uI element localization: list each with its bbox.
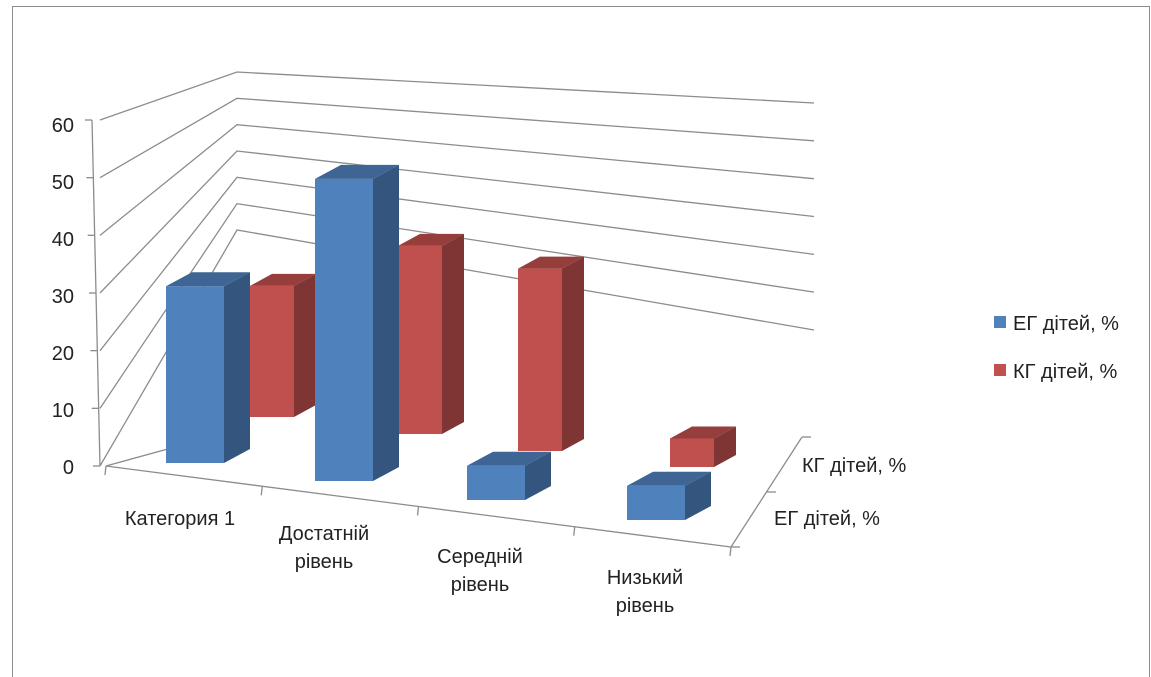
bar-eg	[467, 452, 551, 500]
x-axis-tick	[574, 527, 575, 536]
x-tick-label: Середній рівень	[437, 546, 523, 596]
bar-eg	[166, 272, 250, 463]
gridline	[100, 98, 814, 177]
y-tick-label: 50	[52, 172, 74, 194]
bar-side-face	[562, 257, 584, 451]
bar-eg	[315, 165, 399, 481]
legend: ЕГ дітей, % КГ дітей, %	[994, 313, 1119, 383]
bar-side-face	[294, 274, 316, 417]
bar-side-face	[224, 272, 250, 463]
bar-front-face	[518, 269, 562, 451]
x-axis-tick	[730, 547, 731, 556]
depth-axis-line	[731, 437, 802, 547]
depth-axis-label: КГ дітей, %	[802, 455, 906, 477]
x-tick-label: Достатній рівень	[279, 523, 369, 573]
y-tick-label: 10	[52, 400, 74, 422]
x-axis-tick	[418, 507, 419, 516]
bar-front-face	[315, 179, 373, 481]
bar-kg	[250, 274, 316, 417]
bar-kg	[670, 427, 736, 468]
legend-swatch-kg	[994, 364, 1006, 376]
bar-kg	[398, 234, 464, 434]
bar-front-face	[398, 246, 442, 434]
x-axis-tick	[261, 486, 262, 495]
x-axis-category-labels: Категория 1 Достатній рівень Середній рівень…	[125, 508, 683, 617]
bar-front-face	[250, 286, 294, 417]
bar-front-face	[467, 466, 525, 500]
depth-axis-labels: КГ дітей, % ЕГ дітей, %	[774, 455, 906, 530]
bar-front-face	[627, 486, 685, 520]
gridline	[100, 125, 814, 236]
y-tick-label: 20	[52, 343, 74, 365]
legend-swatch-eg	[994, 316, 1006, 328]
gridline	[100, 72, 814, 120]
bar-front-face	[670, 439, 714, 468]
bar-side-face	[442, 234, 464, 434]
bar-front-face	[166, 286, 224, 463]
x-tick-label: Низький рівень	[607, 567, 683, 617]
depth-axis-label: ЕГ дітей, %	[774, 508, 880, 530]
y-tick-label: 30	[52, 286, 74, 308]
x-axis-tick	[105, 466, 106, 475]
legend-label-kg: КГ дітей, %	[1013, 361, 1117, 383]
y-tick-label: 40	[52, 229, 74, 251]
bar-kg	[518, 257, 584, 451]
legend-label-eg: ЕГ дітей, %	[1013, 313, 1119, 335]
bar-eg	[627, 472, 711, 520]
bar-side-face	[373, 165, 399, 481]
y-tick-label: 0	[63, 457, 74, 479]
bars	[166, 165, 736, 520]
y-tick-label: 60	[52, 115, 74, 137]
x-tick-label: Категория 1	[125, 508, 235, 530]
y-axis-tick-labels: 0 10 20 30 40 50 60	[52, 115, 74, 479]
